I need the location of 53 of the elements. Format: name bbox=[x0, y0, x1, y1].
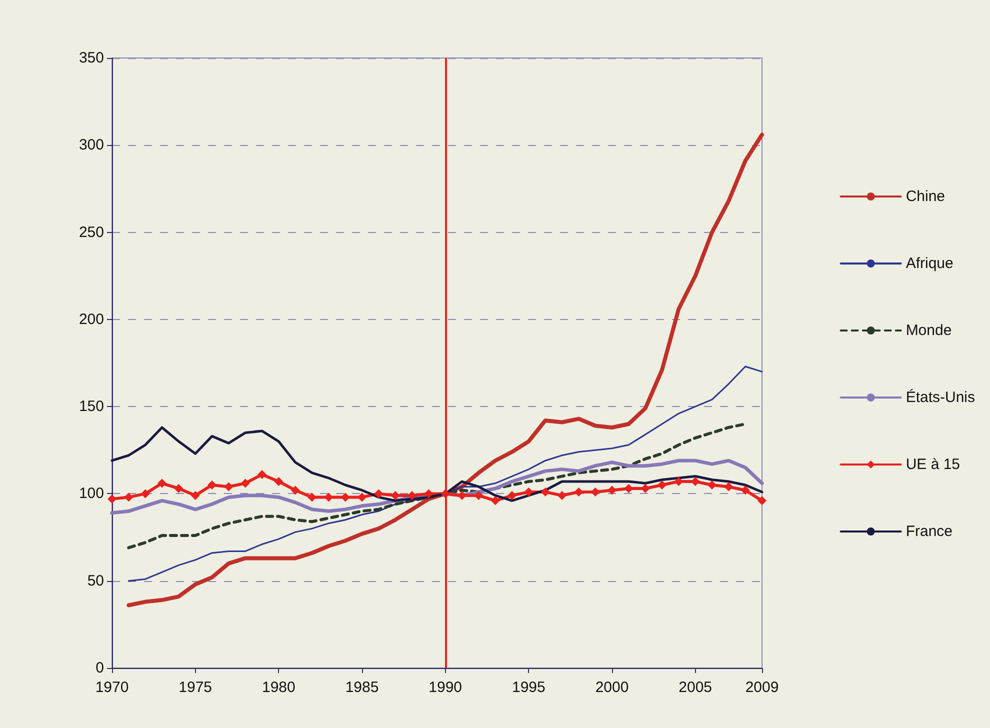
point bbox=[490, 496, 500, 506]
line-series bbox=[126, 132, 764, 608]
point bbox=[240, 478, 250, 488]
point bbox=[524, 487, 534, 496]
y-tick-label: 300 bbox=[78, 136, 104, 154]
point bbox=[540, 487, 550, 496]
point bbox=[140, 489, 150, 498]
y-tick-label: 200 bbox=[78, 310, 104, 328]
y-tick-label: 350 bbox=[78, 50, 104, 66]
point bbox=[190, 490, 200, 500]
point bbox=[124, 492, 134, 502]
line-series bbox=[127, 422, 747, 550]
x-tick-label: 2009 bbox=[745, 679, 779, 696]
point bbox=[358, 492, 366, 502]
x-tick-label: 1970 bbox=[95, 679, 129, 696]
line-series bbox=[128, 366, 763, 582]
x-tick-label: 1995 bbox=[512, 679, 546, 696]
x-tick-label: 1975 bbox=[178, 679, 212, 696]
point bbox=[258, 470, 266, 480]
point bbox=[290, 486, 300, 495]
y-tick-label: 150 bbox=[78, 398, 104, 416]
x-tick-label: 2005 bbox=[678, 679, 712, 696]
y-tick-label: 100 bbox=[78, 485, 104, 502]
point bbox=[558, 490, 566, 500]
legend-label: Chine bbox=[906, 188, 946, 205]
point bbox=[274, 477, 284, 486]
line-series bbox=[110, 458, 764, 515]
point bbox=[758, 496, 766, 506]
point bbox=[708, 480, 716, 490]
x-tick-label: 1990 bbox=[428, 679, 462, 696]
point bbox=[658, 480, 666, 490]
legend-label: Afrique bbox=[906, 255, 954, 272]
legend-label: Monde bbox=[906, 322, 952, 339]
point bbox=[374, 489, 384, 498]
legend-label: France bbox=[906, 523, 953, 540]
point bbox=[108, 494, 116, 504]
y-tick-label: 50 bbox=[87, 572, 104, 590]
point bbox=[158, 478, 166, 488]
legend-label: UE à 15 bbox=[906, 456, 960, 473]
point bbox=[740, 486, 750, 495]
legend-label: États-Unis bbox=[906, 388, 976, 406]
point bbox=[724, 482, 734, 492]
x-tick-label: 2000 bbox=[595, 679, 629, 696]
x-tick-label: 1985 bbox=[345, 679, 379, 696]
point bbox=[208, 480, 216, 490]
point bbox=[308, 492, 316, 502]
point bbox=[174, 484, 184, 493]
point bbox=[608, 486, 616, 495]
point bbox=[508, 490, 516, 500]
y-tick-label: 0 bbox=[96, 660, 104, 676]
y-tick-label: 250 bbox=[78, 224, 104, 241]
point bbox=[224, 482, 234, 492]
x-tick-label: 1980 bbox=[262, 679, 296, 696]
